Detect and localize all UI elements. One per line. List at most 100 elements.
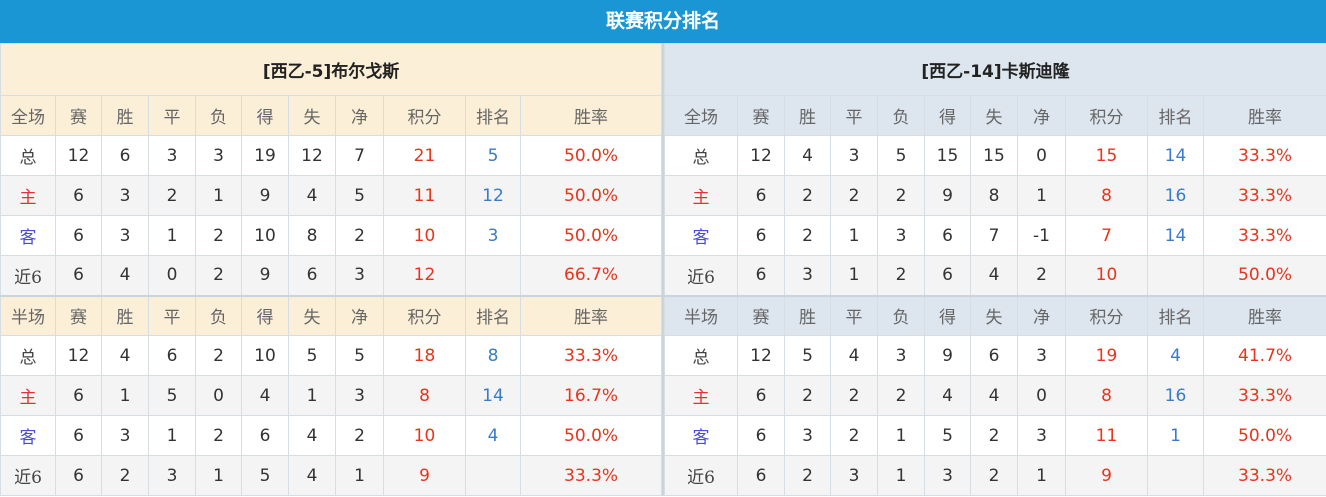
column-header-goal-diff: 净 [335,294,384,336]
cell-rank [1147,255,1204,296]
cell-drawn: 1 [830,255,878,296]
cell-goal-diff: 7 [335,135,384,176]
column-header-lost: 负 [195,294,242,336]
cell-played: 12 [55,135,102,176]
cell-rank: 14 [465,375,521,416]
cell-points: 19 [1065,335,1148,376]
cell-won: 3 [101,415,149,456]
cell-row-label: 近6 [0,255,56,296]
column-header-lost: 负 [195,95,242,136]
cell-goals-against: 1 [288,375,336,416]
cell-rank [465,255,521,296]
column-header-won: 胜 [784,294,831,336]
cell-points: 18 [383,335,466,376]
cell-goal-diff: 3 [1017,335,1066,376]
cell-points: 9 [1065,455,1148,496]
cell-played: 6 [737,255,785,296]
table-row: 总 12 4 6 2 10 5 5 18 8 33.3% [0,335,663,376]
cell-points: 21 [383,135,466,176]
cell-win-rate: 50.0% [1202,415,1326,456]
cell-won: 2 [784,175,831,216]
cell-goals-against: 7 [970,215,1018,256]
cell-rank: 5 [465,135,521,176]
cell-won: 5 [784,335,831,376]
column-header-points: 积分 [383,294,466,336]
cell-goal-diff: 2 [335,215,384,256]
column-header-drawn: 平 [830,95,878,136]
cell-drawn: 3 [830,455,878,496]
cell-goals-against: 4 [288,415,336,456]
cell-drawn: 3 [148,455,196,496]
cell-goals-for: 6 [241,415,289,456]
cell-points: 10 [383,215,466,256]
table-row: 近6 6 2 3 1 3 2 1 9 33.3% [664,455,1326,496]
cell-lost: 0 [195,375,242,416]
cell-goal-diff: 0 [1017,375,1066,416]
cell-played: 6 [55,215,102,256]
cell-lost: 3 [877,215,925,256]
cell-drawn: 2 [830,175,878,216]
cell-points: 11 [1065,415,1148,456]
cell-goal-diff: 3 [335,375,384,416]
cell-win-rate: 33.3% [1202,175,1326,216]
cell-win-rate: 50.0% [519,415,663,456]
cell-row-label: 主 [0,375,56,416]
cell-points: 9 [383,455,466,496]
cell-lost: 2 [195,215,242,256]
away-team-standings: [西乙-14]卡斯迪隆 全场赛胜平负得失净积分 排名 胜率总 12 4 3 5 15 15 0 15 1… [662,43,1326,496]
cell-row-label: 总 [664,135,738,176]
cell-rank: 14 [1147,135,1204,176]
cell-won: 4 [101,255,149,296]
column-header-goals-against: 失 [288,294,336,336]
cell-goal-diff: 0 [1017,135,1066,176]
cell-won: 2 [101,455,149,496]
cell-won: 3 [784,415,831,456]
cell-lost: 1 [195,175,242,216]
cell-row-label: 客 [664,215,738,256]
cell-drawn: 1 [148,415,196,456]
cell-won: 2 [784,375,831,416]
cell-goal-diff: 1 [1017,455,1066,496]
cell-drawn: 2 [830,415,878,456]
cell-lost: 1 [877,455,925,496]
cell-lost: 2 [877,175,925,216]
cell-played: 6 [737,415,785,456]
cell-goals-for: 5 [241,455,289,496]
cell-played: 6 [55,415,102,456]
cell-points: 8 [1065,375,1148,416]
cell-played: 6 [55,455,102,496]
column-header-points: 积分 [383,95,466,136]
column-header-lost: 负 [877,95,925,136]
cell-won: 3 [784,255,831,296]
page-title: 联赛积分排名 [0,0,1326,43]
cell-goals-for: 6 [924,215,971,256]
cell-lost: 2 [195,335,242,376]
cell-goals-for: 19 [241,135,289,176]
cell-played: 6 [737,375,785,416]
cell-won: 6 [101,135,149,176]
cell-win-rate: 50.0% [519,135,663,176]
cell-points: 15 [1065,135,1148,176]
cell-row-label: 近6 [0,455,56,496]
cell-row-label: 近6 [664,255,738,296]
cell-points: 10 [1065,255,1148,296]
cell-win-rate: 33.3% [1202,455,1326,496]
cell-won: 4 [784,135,831,176]
cell-points: 7 [1065,215,1148,256]
cell-goals-for: 3 [924,455,971,496]
column-header-row-label: 半场 [0,294,56,336]
cell-row-label: 总 [664,335,738,376]
cell-drawn: 3 [830,135,878,176]
cell-win-rate: 16.7% [519,375,663,416]
cell-win-rate: 66.7% [519,255,663,296]
column-header-played: 赛 [55,294,102,336]
cell-played: 6 [737,175,785,216]
cell-goals-against: 8 [288,215,336,256]
cell-goal-diff: 3 [1017,415,1066,456]
cell-won: 4 [101,335,149,376]
cell-rank [465,455,521,496]
cell-goal-diff: 2 [1017,255,1066,296]
cell-row-label: 客 [0,415,56,456]
table-row: 近6 6 2 3 1 5 4 1 9 33.3% [0,455,663,496]
table-row: 主 6 1 5 0 4 1 3 8 14 16.7% [0,375,663,416]
